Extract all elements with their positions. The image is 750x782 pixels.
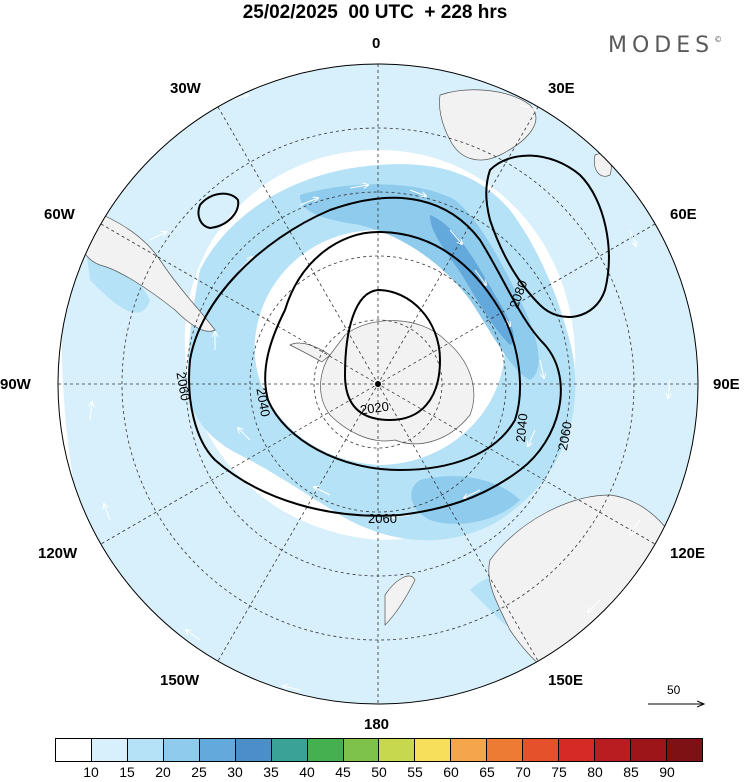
contour-label-layer: 2020 2040 2040 2060 2060 2060 2080 xyxy=(173,278,574,526)
antarctic-peninsula xyxy=(289,342,331,363)
colorbar-labels: 10 15 20 25 30 35 40 45 50 55 60 65 70 75 80 85 90 xyxy=(55,764,703,782)
colorbar-tick-label: 75 xyxy=(551,764,567,780)
antarctica xyxy=(320,320,475,445)
lon-label-150w: 150W xyxy=(160,672,200,689)
colorbar-swatch xyxy=(91,739,128,761)
lon-label-180: 180 xyxy=(364,716,390,733)
contour-2020 xyxy=(343,288,442,422)
lon-label-60e: 60E xyxy=(670,206,697,223)
colorbar-swatch xyxy=(235,739,272,761)
new-zealand xyxy=(384,575,416,626)
chart-title: 25/02/2025 00 UTC + 228 hrs xyxy=(242,2,508,23)
lon-label-30w: 30W xyxy=(170,80,201,97)
colorbar-tick-label: 10 xyxy=(83,764,99,780)
colorbar-swatch xyxy=(487,739,524,761)
contour-2080 xyxy=(485,154,610,318)
contour-label: 2040 xyxy=(253,387,273,418)
colorbar-swatch xyxy=(631,739,667,761)
colorbar-swatch xyxy=(379,739,416,761)
africa xyxy=(439,89,537,161)
colorbar-tick-label: 45 xyxy=(335,764,351,780)
vector-reference-arrow xyxy=(648,680,710,716)
colorbar xyxy=(55,738,703,762)
lon-label-90e: 90E xyxy=(713,376,740,393)
colorbar-tick-label: 15 xyxy=(119,764,135,780)
contour-closed-low xyxy=(197,192,240,230)
colorbar-swatch xyxy=(666,739,702,761)
colorbar-swatch xyxy=(127,739,164,761)
lon-label-0: 0 xyxy=(372,35,381,52)
south-pole-marker xyxy=(375,381,381,387)
colorbar-tick-label: 55 xyxy=(407,764,423,780)
colorbar-tick-label: 20 xyxy=(155,764,171,780)
colorbar-swatch xyxy=(307,739,344,761)
height-contours xyxy=(188,154,610,517)
contour-label: 2060 xyxy=(368,511,397,526)
colorbar-tick-label: 80 xyxy=(587,764,603,780)
south-america xyxy=(69,204,216,332)
vector-reference-label: 50 xyxy=(667,683,681,697)
colorbar-swatch xyxy=(415,739,452,761)
colorbar-swatch xyxy=(343,739,380,761)
contour-label: 2020 xyxy=(359,399,390,418)
lon-label-120e: 120E xyxy=(670,545,706,562)
lon-label-30e: 30E xyxy=(548,80,575,97)
map-border xyxy=(57,63,699,705)
colorbar-tick-label: 40 xyxy=(299,764,315,780)
colorbar-tick-label: 85 xyxy=(623,764,639,780)
colorbar-swatch xyxy=(271,739,308,761)
brand-logo: MODES© xyxy=(608,33,722,58)
colorbar-tick-label: 65 xyxy=(479,764,495,780)
contour-label: 2040 xyxy=(513,413,530,443)
lon-label-120w: 120W xyxy=(38,545,78,562)
contour-2060 xyxy=(188,196,562,517)
colorbar-swatch xyxy=(56,739,92,761)
lon-label-150e: 150E xyxy=(548,672,584,689)
colorbar-swatch xyxy=(523,739,560,761)
colorbar-tick-label: 60 xyxy=(443,764,459,780)
colorbar-tick-label: 35 xyxy=(263,764,279,780)
brand-mark: © xyxy=(714,35,723,44)
colorbar-swatch xyxy=(595,739,631,761)
contour-2040 xyxy=(264,230,521,472)
lon-label-90w: 90W xyxy=(0,376,31,393)
contour-label: 2060 xyxy=(173,371,193,402)
colorbar-tick-label: 50 xyxy=(371,764,387,780)
lon-label-60w: 60W xyxy=(44,206,75,223)
brand-name: MODES xyxy=(608,33,715,58)
colorbar-tick-label: 25 xyxy=(191,764,207,780)
colorbar-tick-label: 30 xyxy=(227,764,243,780)
colorbar-swatch xyxy=(199,739,236,761)
contour-label: 2060 xyxy=(555,420,575,451)
colorbar-tick-label: 90 xyxy=(659,764,675,780)
colorbar-swatch xyxy=(451,739,488,761)
colorbar-swatch xyxy=(559,739,596,761)
colorbar-tick-label: 70 xyxy=(515,764,531,780)
wind-shading-jet-core xyxy=(430,215,515,345)
colorbar-swatch xyxy=(163,739,200,761)
